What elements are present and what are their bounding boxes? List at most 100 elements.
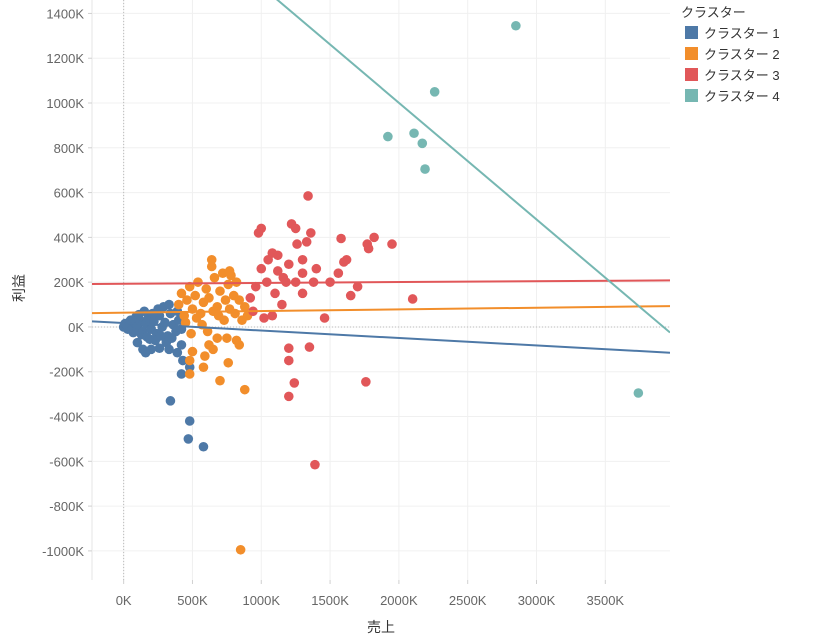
data-point[interactable] <box>219 315 229 326</box>
data-point[interactable] <box>198 362 209 373</box>
data-point[interactable] <box>345 290 356 301</box>
data-point[interactable] <box>283 391 294 402</box>
data-point[interactable] <box>215 286 225 296</box>
data-point[interactable] <box>407 294 418 304</box>
data-point[interactable] <box>292 239 302 249</box>
data-point[interactable] <box>303 191 313 201</box>
trend-line-cluster-4[interactable] <box>272 0 670 334</box>
data-point[interactable] <box>184 362 195 373</box>
data-point[interactable] <box>283 355 294 366</box>
data-point[interactable] <box>387 239 397 249</box>
trend-line-cluster-1[interactable] <box>92 320 670 354</box>
data-point[interactable] <box>190 290 201 301</box>
trend-line-cluster-3[interactable] <box>92 279 670 285</box>
data-point[interactable] <box>283 343 294 354</box>
data-point[interactable] <box>363 243 374 254</box>
data-point[interactable] <box>182 295 192 305</box>
data-point[interactable] <box>234 295 245 305</box>
data-point[interactable] <box>420 164 430 174</box>
data-point[interactable] <box>186 328 196 339</box>
data-point[interactable] <box>270 288 280 299</box>
data-point[interactable] <box>224 266 235 276</box>
data-point[interactable] <box>310 459 320 470</box>
data-point[interactable] <box>208 344 218 355</box>
data-point[interactable] <box>178 355 188 366</box>
data-point[interactable] <box>306 228 316 238</box>
data-point[interactable] <box>319 313 330 323</box>
data-point[interactable] <box>198 441 209 452</box>
data-point[interactable] <box>283 259 294 270</box>
data-point[interactable] <box>290 223 301 234</box>
data-point[interactable] <box>212 333 223 343</box>
data-point[interactable] <box>409 128 419 139</box>
data-point[interactable] <box>633 388 644 398</box>
data-point[interactable] <box>209 272 220 283</box>
data-point[interactable] <box>336 233 346 244</box>
data-point[interactable] <box>184 355 195 366</box>
data-point[interactable] <box>289 378 300 388</box>
data-point[interactable] <box>234 340 245 350</box>
data-point[interactable] <box>165 396 176 406</box>
data-point[interactable] <box>164 344 174 355</box>
data-point[interactable] <box>146 344 156 355</box>
data-point[interactable] <box>417 138 428 149</box>
data-point[interactable] <box>172 347 183 358</box>
data-point[interactable] <box>361 377 371 387</box>
data-point[interactable] <box>256 223 267 234</box>
data-point[interactable] <box>222 333 232 343</box>
data-point[interactable] <box>180 317 191 328</box>
data-point[interactable] <box>191 313 202 323</box>
legend-item-cluster-4[interactable]: クラスター 4 <box>681 85 816 106</box>
data-point[interactable] <box>297 288 308 299</box>
data-point[interactable] <box>154 343 165 354</box>
data-point[interactable] <box>193 277 203 287</box>
data-point[interactable] <box>311 263 322 274</box>
data-point[interactable] <box>256 263 267 274</box>
data-point[interactable] <box>278 272 289 283</box>
data-point[interactable] <box>239 301 250 312</box>
data-point[interactable] <box>429 87 440 97</box>
data-point[interactable] <box>235 544 246 555</box>
legend-item-cluster-1[interactable]: クラスター 1 <box>681 22 816 43</box>
data-point[interactable] <box>245 293 256 303</box>
data-point[interactable] <box>176 288 187 299</box>
data-point[interactable] <box>239 384 250 395</box>
data-point[interactable] <box>176 340 187 350</box>
data-point[interactable] <box>333 268 344 279</box>
data-point[interactable] <box>267 310 278 321</box>
data-point[interactable] <box>173 299 184 310</box>
trend-line-cluster-2[interactable] <box>92 305 670 315</box>
data-point[interactable] <box>206 254 217 265</box>
data-point[interactable] <box>201 284 212 294</box>
data-point[interactable] <box>206 261 217 272</box>
data-point[interactable] <box>223 357 234 368</box>
data-point[interactable] <box>272 250 283 261</box>
data-point[interactable] <box>220 295 231 305</box>
legend-item-cluster-2[interactable]: クラスター 2 <box>681 43 816 64</box>
data-point[interactable] <box>511 20 521 31</box>
data-point[interactable] <box>297 254 308 265</box>
data-point[interactable] <box>183 434 194 444</box>
data-point[interactable] <box>167 333 177 343</box>
data-point[interactable] <box>187 346 198 357</box>
data-point[interactable] <box>202 326 213 337</box>
data-point[interactable] <box>250 281 261 292</box>
data-point[interactable] <box>369 232 379 243</box>
data-point[interactable] <box>259 313 269 323</box>
data-point[interactable] <box>139 306 150 317</box>
data-point[interactable] <box>176 369 187 379</box>
data-point[interactable] <box>383 131 393 142</box>
data-point[interactable] <box>341 254 352 265</box>
data-point[interactable] <box>223 279 234 290</box>
data-point[interactable] <box>277 299 287 310</box>
data-point[interactable] <box>204 293 214 303</box>
data-point[interactable] <box>200 351 210 361</box>
data-point[interactable] <box>156 331 166 341</box>
data-point[interactable] <box>304 342 315 352</box>
data-point[interactable] <box>184 369 195 379</box>
data-point[interactable] <box>297 268 308 279</box>
data-point[interactable] <box>352 281 363 292</box>
data-point[interactable] <box>132 337 143 348</box>
data-point[interactable] <box>184 416 195 426</box>
data-point[interactable] <box>164 299 174 310</box>
